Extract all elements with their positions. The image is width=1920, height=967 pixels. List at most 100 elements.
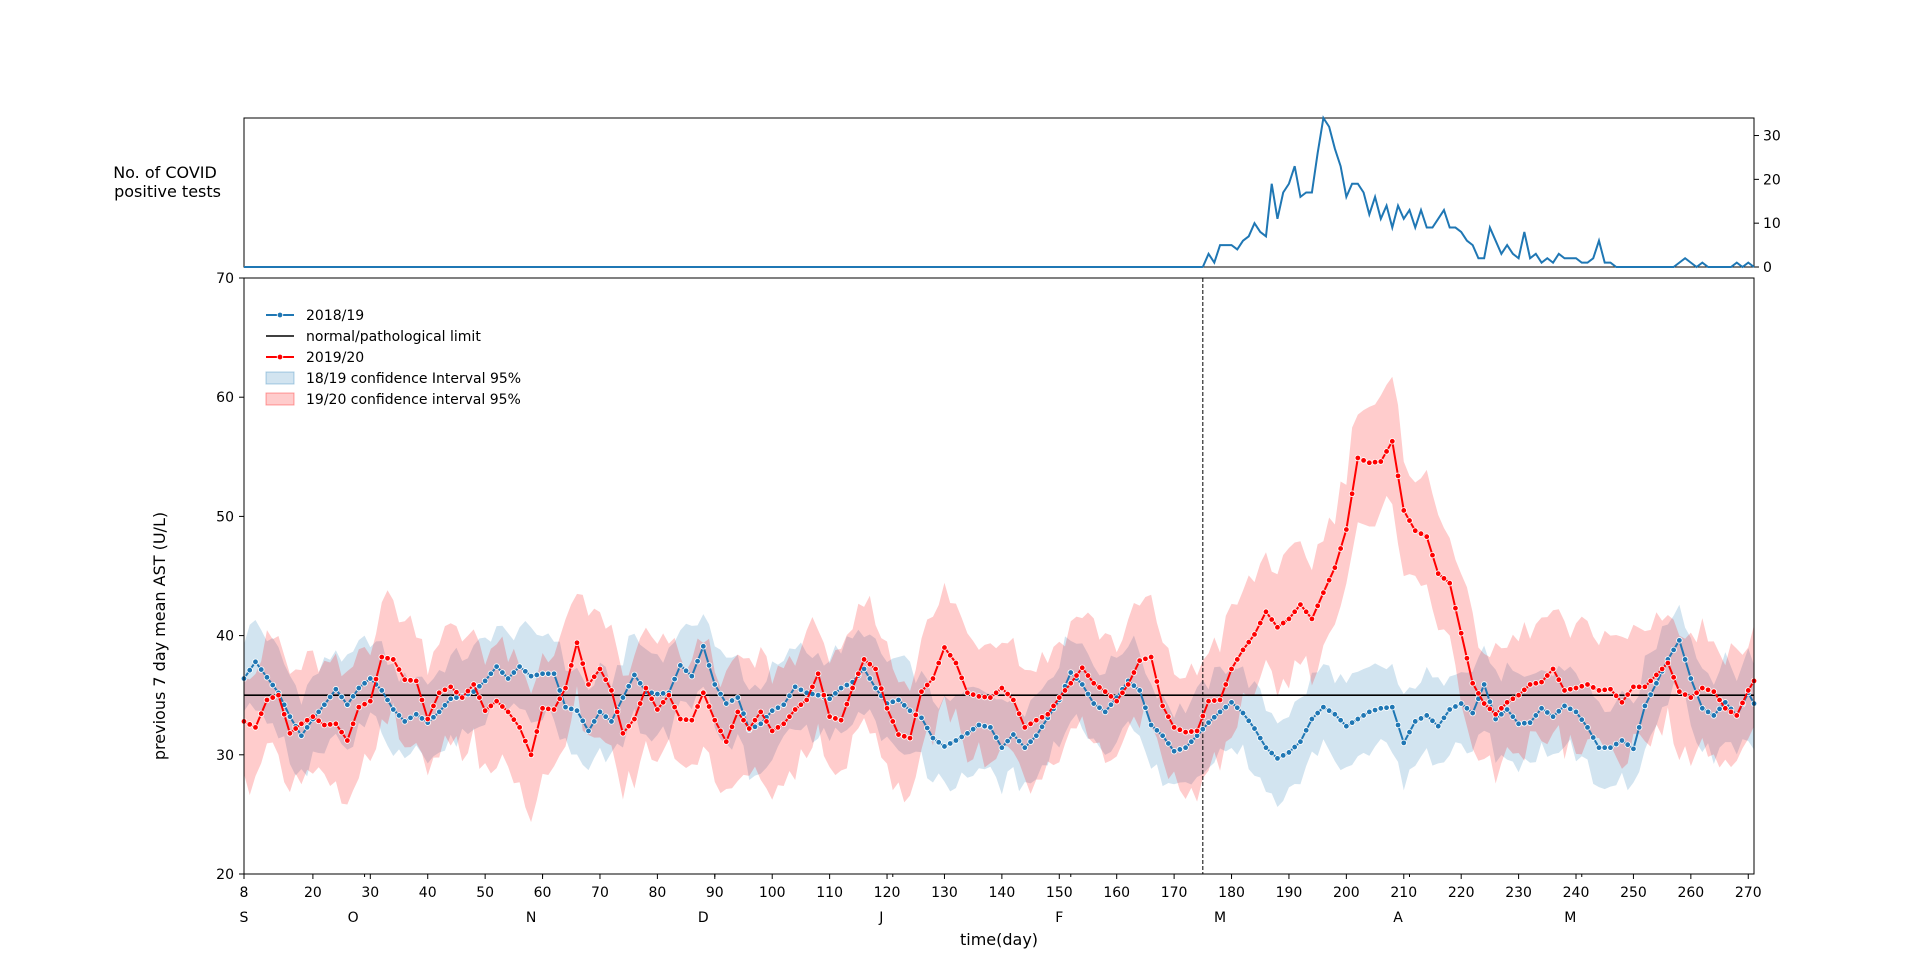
data-point bbox=[1544, 672, 1551, 679]
data-point bbox=[1285, 615, 1293, 623]
covid-tests-y-tick-label: 0 bbox=[1763, 260, 1772, 276]
data-point bbox=[1704, 686, 1712, 694]
data-point bbox=[1601, 744, 1608, 751]
data-point bbox=[717, 690, 724, 698]
data-point bbox=[1090, 680, 1097, 687]
data-point bbox=[1687, 694, 1695, 701]
data-point bbox=[596, 708, 604, 716]
data-point bbox=[1716, 705, 1723, 713]
data-point bbox=[740, 717, 747, 724]
data-point bbox=[1681, 656, 1689, 663]
legend-label: 18/19 confidence Interval 95% bbox=[306, 371, 521, 387]
month-label: N bbox=[526, 910, 536, 926]
data-point bbox=[522, 668, 529, 675]
data-point bbox=[1130, 669, 1138, 676]
ast-x-tick-label: 120 bbox=[874, 885, 901, 901]
data-point bbox=[1038, 723, 1046, 730]
data-point bbox=[321, 721, 328, 729]
data-point bbox=[780, 701, 787, 708]
data-point bbox=[1234, 704, 1241, 711]
data-point bbox=[436, 689, 443, 697]
data-point bbox=[918, 688, 925, 695]
data-point bbox=[1435, 570, 1442, 577]
data-point bbox=[1119, 689, 1126, 697]
data-point bbox=[734, 694, 741, 701]
data-point bbox=[1348, 719, 1356, 726]
data-point bbox=[476, 683, 483, 690]
data-point bbox=[1262, 744, 1270, 751]
data-point bbox=[1509, 713, 1517, 720]
data-point bbox=[1595, 744, 1603, 751]
legend-label: 19/20 confidence interval 95% bbox=[306, 392, 521, 408]
data-point bbox=[1302, 727, 1310, 734]
data-point bbox=[1624, 691, 1631, 698]
data-point bbox=[1084, 690, 1092, 698]
data-point bbox=[436, 708, 443, 716]
data-point bbox=[338, 728, 345, 736]
data-point bbox=[1492, 711, 1499, 718]
data-point bbox=[562, 703, 569, 711]
data-point bbox=[1452, 604, 1459, 612]
ci-band-2018-19 bbox=[244, 604, 1754, 807]
data-point bbox=[1601, 686, 1608, 694]
data-point bbox=[1486, 698, 1494, 705]
data-point bbox=[625, 722, 632, 730]
data-point bbox=[677, 662, 684, 669]
data-point bbox=[1567, 686, 1574, 693]
data-point bbox=[952, 737, 960, 744]
ast-x-tick-label: 220 bbox=[1448, 885, 1475, 901]
covid-tests-y-tick-label: 20 bbox=[1763, 172, 1781, 188]
data-point bbox=[860, 656, 868, 663]
data-point bbox=[1699, 684, 1706, 692]
data-point bbox=[464, 687, 472, 695]
series-lines bbox=[240, 438, 1758, 762]
data-point bbox=[372, 675, 380, 683]
ast-x-tick-label: 210 bbox=[1390, 885, 1417, 901]
ast-x-tick-label: 160 bbox=[1103, 885, 1130, 901]
data-point bbox=[1400, 739, 1407, 747]
data-point bbox=[315, 717, 322, 725]
data-point bbox=[1239, 646, 1247, 654]
data-point bbox=[326, 721, 334, 728]
data-point bbox=[1538, 705, 1545, 712]
data-point bbox=[458, 694, 466, 701]
data-point bbox=[1211, 697, 1218, 704]
data-point bbox=[1291, 608, 1298, 615]
data-point bbox=[1165, 740, 1172, 747]
data-point bbox=[757, 720, 764, 728]
data-point bbox=[585, 681, 592, 688]
data-point bbox=[1268, 616, 1275, 623]
data-point bbox=[1285, 749, 1293, 756]
data-point bbox=[780, 720, 787, 728]
data-point bbox=[1452, 703, 1459, 710]
data-point bbox=[321, 701, 328, 708]
data-point bbox=[1521, 686, 1528, 694]
data-point bbox=[1084, 672, 1092, 679]
data-point bbox=[1222, 681, 1229, 688]
data-point bbox=[1325, 576, 1333, 584]
covid-tests-y-label-line: No. of COVID bbox=[113, 163, 217, 182]
data-point bbox=[774, 704, 782, 711]
data-point bbox=[499, 703, 506, 710]
data-point bbox=[832, 715, 839, 722]
data-point bbox=[1377, 458, 1385, 465]
data-point bbox=[740, 710, 747, 717]
data-point bbox=[1027, 720, 1034, 728]
data-point bbox=[269, 694, 276, 701]
data-point bbox=[1394, 721, 1402, 729]
data-point bbox=[1291, 743, 1298, 751]
data-point bbox=[711, 681, 718, 688]
data-point bbox=[878, 685, 885, 692]
data-point bbox=[1406, 728, 1413, 736]
data-point bbox=[1567, 705, 1574, 713]
data-point bbox=[619, 694, 627, 701]
ast-x-tick-label: 90 bbox=[706, 885, 724, 901]
data-point bbox=[1228, 665, 1235, 673]
data-point bbox=[493, 697, 500, 705]
data-point bbox=[413, 711, 420, 718]
ast-y-tick-label: 60 bbox=[216, 390, 234, 406]
data-point bbox=[769, 707, 776, 714]
ast-x-tick-label: 140 bbox=[989, 885, 1016, 901]
ast-x-tick-label: 190 bbox=[1276, 885, 1303, 901]
